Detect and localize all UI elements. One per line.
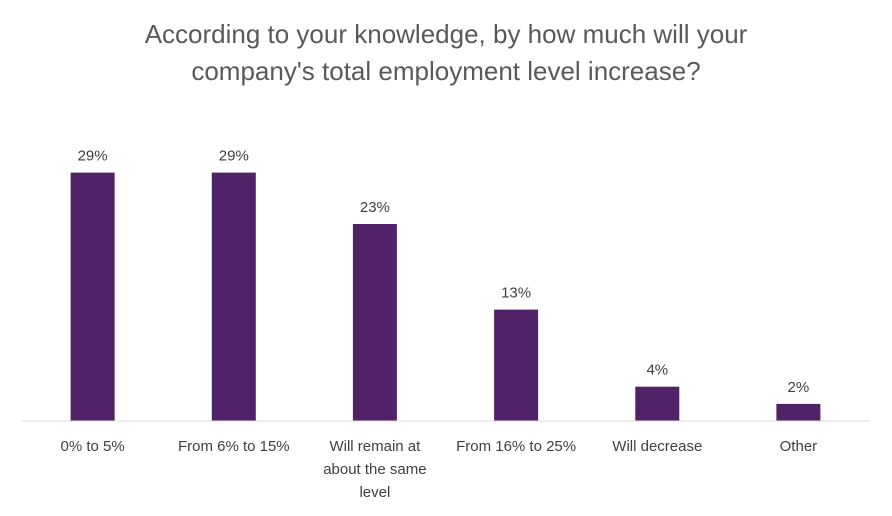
- category-label-3: From 16% to 25%: [456, 438, 576, 455]
- bar-0: [70, 172, 115, 421]
- bar-1: [211, 172, 256, 421]
- data-label-0: 29%: [78, 148, 108, 165]
- category-label-2-line-0: Will remain at: [329, 438, 421, 455]
- bar-3: [494, 309, 539, 421]
- data-label-4: 4%: [646, 362, 668, 379]
- bar-2: [352, 224, 397, 421]
- category-label-0: 0% to 5%: [60, 438, 124, 455]
- category-label-0-line-0: 0% to 5%: [60, 438, 124, 455]
- category-label-5-line-0: Other: [780, 438, 818, 455]
- chart-title: According to your knowledge, by how much…: [0, 16, 892, 90]
- bar-4: [635, 386, 680, 421]
- data-label-5: 2%: [788, 379, 810, 396]
- category-label-3-line-0: From 16% to 25%: [456, 438, 576, 455]
- chart-title-line-2: company's total employment level increas…: [191, 56, 701, 86]
- category-label-2: Will remain at about the same level: [323, 438, 426, 501]
- data-label-1: 29%: [219, 148, 249, 165]
- category-label-2-line-1: about the same: [323, 461, 426, 478]
- bar-5: [776, 403, 821, 421]
- category-label-4: Will decrease: [612, 438, 702, 455]
- data-label-2: 23%: [360, 199, 390, 216]
- category-label-4-line-0: Will decrease: [612, 438, 702, 455]
- data-label-3: 13%: [501, 285, 531, 302]
- category-label-2-line-2: level: [359, 484, 390, 501]
- category-label-1: From 6% to 15%: [178, 438, 290, 455]
- category-label-5: Other: [780, 438, 818, 455]
- category-label-1-line-0: From 6% to 15%: [178, 438, 290, 455]
- chart-title-line-1: According to your knowledge, by how much…: [144, 19, 748, 49]
